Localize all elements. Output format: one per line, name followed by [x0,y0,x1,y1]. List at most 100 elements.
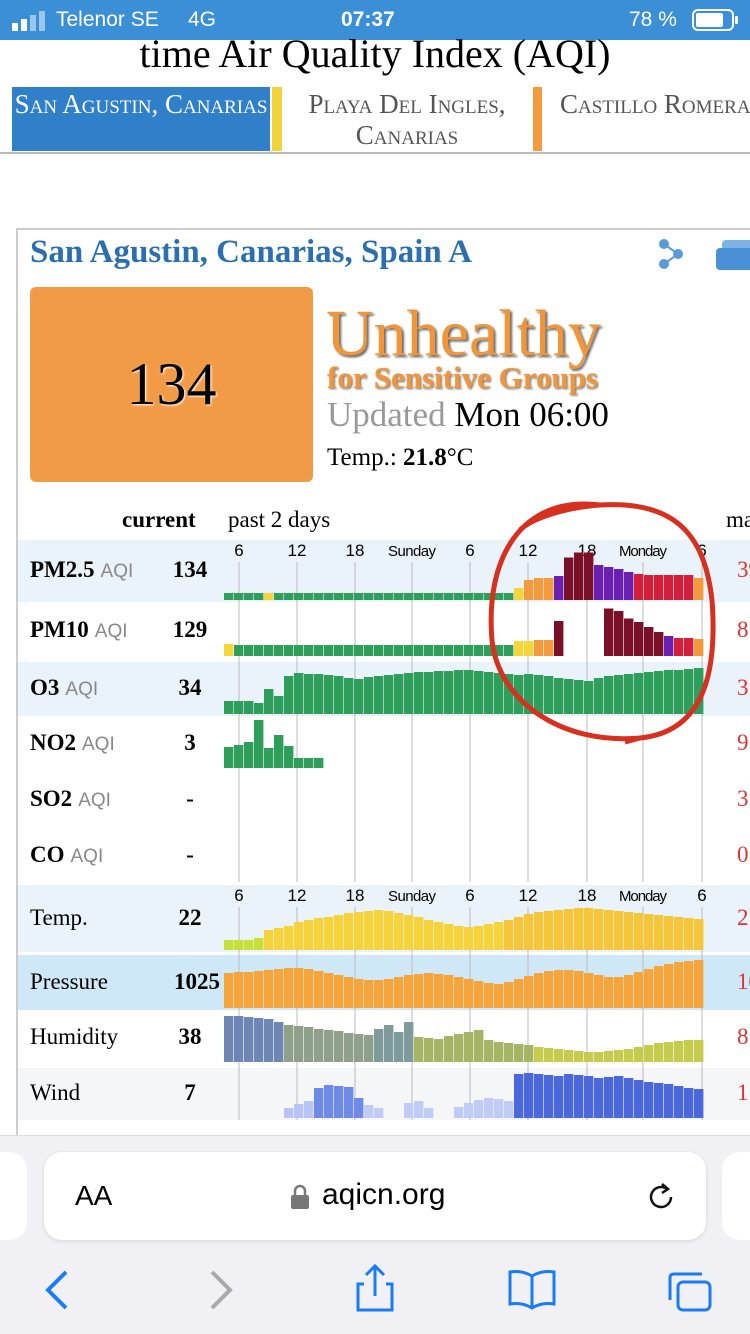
bar [604,1077,614,1118]
bar [244,645,254,656]
annotation-circle [488,501,716,745]
time-tick-label: Sunday [388,543,437,560]
bar [374,645,384,656]
bar [324,1085,334,1118]
period-header: past 2 days [228,507,331,532]
tabs-button[interactable] [668,1272,712,1312]
bar [444,671,454,714]
max-value: 9 [737,730,749,755]
bar [344,913,354,950]
bar [534,675,544,714]
lock-icon [291,1184,309,1209]
current-value: 1025 [174,968,220,994]
prev-tab[interactable] [0,1152,27,1240]
bar [434,593,444,600]
bar [304,920,314,950]
back-button[interactable] [45,1270,68,1310]
bar [304,593,314,600]
bar [434,974,444,1008]
bar [524,914,534,950]
bar [624,1049,634,1062]
bar [594,975,604,1008]
max-value: 1 [737,1080,749,1105]
bar [584,1076,594,1118]
bar [544,1048,554,1062]
bar [264,748,274,768]
bar [224,701,234,714]
max-value: 3 [737,786,749,811]
bar [354,679,364,714]
bar [594,909,604,950]
tab-level-stripe [272,87,282,151]
forward-button[interactable] [210,1270,233,1310]
bar [554,970,564,1008]
bar [294,1026,304,1062]
next-tab[interactable] [722,1152,750,1240]
current-value: 34 [178,675,202,700]
tab[interactable]: Castillo Romeral, [560,89,750,119]
bar [544,971,554,1008]
bar [674,638,684,656]
bar [334,1086,344,1118]
text-size-button[interactable]: AA [75,1180,113,1211]
card-icons[interactable] [650,236,750,272]
bar [404,593,414,600]
current-value: 22 [178,904,202,930]
bar [474,671,484,714]
bar [454,926,464,950]
bar [454,1034,464,1062]
bar [534,1047,544,1062]
bar [334,645,344,656]
row-label: PM2.5 AQI [30,557,133,583]
bar [234,645,244,656]
bar [244,940,254,950]
bar [654,915,664,950]
bar [664,636,674,656]
bar [474,1030,484,1062]
tab[interactable]: Playa Del Ingles, Canarias [308,89,506,150]
bar [644,969,654,1008]
bar [544,911,554,950]
bar [314,918,324,950]
bar [494,645,504,656]
bar [484,645,494,656]
bar [504,593,514,600]
bar [484,924,494,950]
share-button[interactable] [356,1263,394,1312]
station-name[interactable]: San Agustin, Canarias, Spain A [30,234,473,270]
tab[interactable]: San Agustin, Canarias [12,87,270,151]
temperature: Temp.: 21.8°C [327,444,473,472]
bar [534,912,544,950]
bar [464,645,474,656]
reload-icon[interactable] [644,1180,678,1214]
bar [534,640,544,656]
bar [554,621,564,656]
bar [374,980,384,1008]
current-value: 3 [184,730,196,755]
bar [584,973,594,1008]
bar [314,971,324,1008]
bookmarks-button[interactable] [508,1270,556,1310]
bar [474,926,484,950]
bar [254,645,264,656]
address-bar[interactable]: AA aqicn.org [44,1152,706,1240]
bar [654,1043,664,1062]
bar [564,1050,574,1062]
row-unit: AQI [78,790,111,811]
bar [384,675,394,714]
bar [344,1087,354,1118]
bar [294,645,304,656]
bar [364,677,374,714]
bar [404,673,414,714]
bar [354,645,364,656]
bar [264,689,274,714]
bar [604,567,614,600]
bar [384,645,394,656]
page-title: time Air Quality Index (AQI) [139,31,611,76]
row-label: Humidity [30,1024,118,1050]
bar [294,758,304,768]
bar [494,673,504,714]
bar [454,645,464,656]
bar [464,670,474,714]
